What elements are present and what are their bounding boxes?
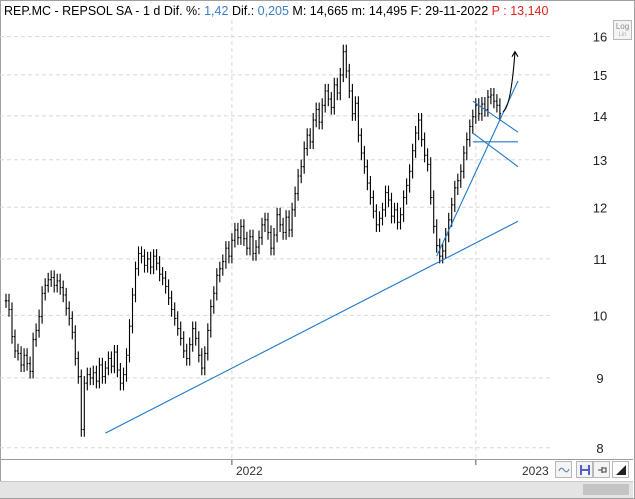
y-tick-label-8: 8 xyxy=(596,441,603,456)
date-label: F: 29-11-2022 xyxy=(410,4,489,18)
y-tick-label-16: 16 xyxy=(593,30,607,45)
y-tick-label-10: 10 xyxy=(593,308,607,323)
log-scale-button[interactable]: Log Lin xyxy=(613,20,632,40)
y-tick-label-15: 15 xyxy=(593,68,607,83)
price-label: P : xyxy=(491,4,507,18)
pin-button[interactable] xyxy=(593,461,610,478)
projection-arrow-head xyxy=(511,50,519,57)
x-tick-label-2023: 2023 xyxy=(522,464,549,478)
min-label: m: 14,495 xyxy=(351,4,408,18)
trendline-fan-upper xyxy=(472,100,519,133)
zoom-icon xyxy=(615,464,626,475)
save-button[interactable] xyxy=(576,461,593,478)
dif-pct-label: Dif. %: xyxy=(163,4,201,18)
y-tick-label-13: 13 xyxy=(593,153,607,168)
chart-header: REP.MC - REPSOL SA - 1 d Dif. %: 1,42 Di… xyxy=(4,3,548,19)
projection-arrow-line xyxy=(502,51,516,113)
x-tick-label-2022: 2022 xyxy=(236,464,263,478)
dif-value: 0,205 xyxy=(257,4,289,18)
y-tick-label-14: 14 xyxy=(593,109,607,124)
horizontal-scrollbar[interactable] xyxy=(0,481,633,498)
y-tick-label-9: 9 xyxy=(596,371,603,386)
wave-icon xyxy=(557,467,570,472)
trendline-support-long xyxy=(105,220,519,434)
price-value: 13,140 xyxy=(510,4,549,18)
y-tick-label-12: 12 xyxy=(593,200,607,215)
symbol-label: REP.MC - REPSOL SA - xyxy=(4,4,143,18)
scrollbar-thumb[interactable] xyxy=(583,484,629,495)
trendline-fan-lower xyxy=(472,132,519,168)
log-button-label: Log xyxy=(615,22,630,31)
floppy-icon xyxy=(579,464,590,475)
x-axis-line xyxy=(0,459,633,460)
period-label: 1 d xyxy=(142,4,161,18)
dif-label: Dif.: xyxy=(231,4,255,18)
y-tick-label-11: 11 xyxy=(593,252,607,267)
indicator-wave-button[interactable] xyxy=(555,461,572,478)
max-label: M: 14,665 xyxy=(292,4,349,18)
pin-icon xyxy=(597,466,607,473)
zoom-button[interactable] xyxy=(612,461,629,478)
dif-pct-value: 1,42 xyxy=(204,4,229,18)
lin-button-label: Lin xyxy=(618,32,627,38)
